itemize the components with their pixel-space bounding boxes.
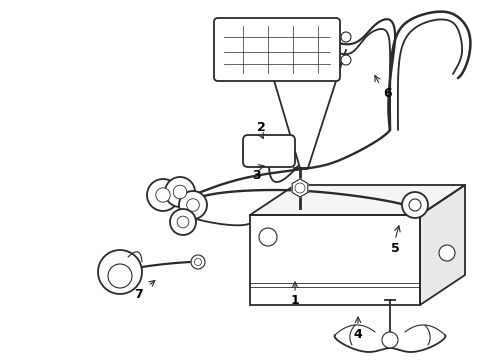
Circle shape — [341, 32, 351, 42]
Circle shape — [173, 185, 187, 199]
Circle shape — [259, 228, 277, 246]
Circle shape — [165, 177, 195, 207]
Circle shape — [108, 264, 132, 288]
Polygon shape — [250, 185, 465, 215]
Circle shape — [409, 199, 421, 211]
Circle shape — [295, 183, 305, 193]
Text: 5: 5 — [391, 242, 399, 255]
Text: 4: 4 — [354, 328, 363, 342]
Circle shape — [147, 179, 179, 211]
Text: 2: 2 — [257, 121, 266, 134]
Polygon shape — [420, 185, 465, 305]
Circle shape — [341, 55, 351, 65]
Circle shape — [191, 255, 205, 269]
Circle shape — [195, 258, 201, 266]
Circle shape — [177, 216, 189, 228]
Text: 6: 6 — [384, 86, 392, 99]
Text: 7: 7 — [134, 288, 143, 301]
Circle shape — [402, 192, 428, 218]
Circle shape — [98, 250, 142, 294]
Circle shape — [179, 191, 207, 219]
Bar — [250, 215, 420, 305]
Circle shape — [439, 245, 455, 261]
FancyBboxPatch shape — [214, 18, 340, 81]
Circle shape — [382, 332, 398, 348]
FancyBboxPatch shape — [243, 135, 295, 167]
Polygon shape — [292, 179, 308, 197]
Circle shape — [187, 199, 199, 211]
Circle shape — [170, 209, 196, 235]
Circle shape — [156, 188, 170, 202]
Text: 1: 1 — [291, 293, 299, 306]
Text: 3: 3 — [252, 168, 260, 181]
